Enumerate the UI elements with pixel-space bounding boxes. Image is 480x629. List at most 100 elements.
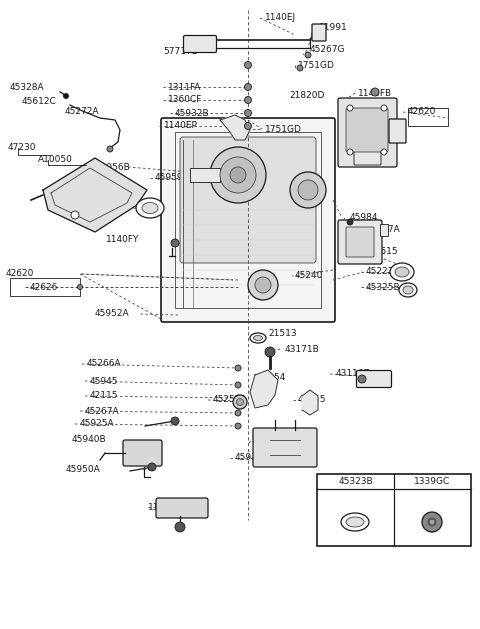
Text: 45959C: 45959C xyxy=(155,174,190,182)
Bar xyxy=(190,168,220,182)
Text: 45266A: 45266A xyxy=(87,360,121,369)
Ellipse shape xyxy=(399,283,417,297)
Circle shape xyxy=(244,96,252,104)
Text: 42115: 42115 xyxy=(90,391,119,401)
Circle shape xyxy=(347,149,353,155)
Circle shape xyxy=(71,211,79,219)
Text: 45945: 45945 xyxy=(90,377,119,386)
Text: 45956B: 45956B xyxy=(96,162,131,172)
Text: 1140EJ: 1140EJ xyxy=(265,13,296,23)
FancyBboxPatch shape xyxy=(357,370,392,387)
Circle shape xyxy=(381,149,387,155)
Text: 45612C: 45612C xyxy=(22,97,57,106)
Circle shape xyxy=(305,52,311,58)
Text: 45267A: 45267A xyxy=(85,406,120,416)
Circle shape xyxy=(171,239,179,247)
Circle shape xyxy=(298,180,318,200)
Circle shape xyxy=(148,463,156,471)
Text: 45272A: 45272A xyxy=(65,106,99,116)
Text: A10050: A10050 xyxy=(38,155,73,164)
Bar xyxy=(408,108,448,126)
Bar xyxy=(317,474,471,546)
Polygon shape xyxy=(220,115,250,140)
Circle shape xyxy=(232,175,238,181)
Ellipse shape xyxy=(341,513,369,531)
Circle shape xyxy=(248,270,278,300)
Circle shape xyxy=(235,382,241,388)
Text: 45940B: 45940B xyxy=(72,435,107,445)
FancyBboxPatch shape xyxy=(389,119,406,143)
Text: 1141AB: 1141AB xyxy=(148,503,183,511)
Text: 45952A: 45952A xyxy=(95,309,130,318)
Text: 42620: 42620 xyxy=(6,269,35,279)
Text: 42620: 42620 xyxy=(408,108,436,116)
Text: 45933B: 45933B xyxy=(254,438,289,447)
Polygon shape xyxy=(250,370,278,408)
Text: 1339GC: 1339GC xyxy=(414,477,451,486)
Ellipse shape xyxy=(346,517,364,527)
Text: 45950A: 45950A xyxy=(66,464,101,474)
Text: 21820D: 21820D xyxy=(289,91,324,99)
Ellipse shape xyxy=(395,267,409,277)
Text: 45222A: 45222A xyxy=(366,267,400,277)
FancyBboxPatch shape xyxy=(338,220,382,264)
Circle shape xyxy=(233,395,247,409)
Circle shape xyxy=(290,172,326,208)
FancyBboxPatch shape xyxy=(253,428,317,467)
Circle shape xyxy=(63,94,69,99)
Text: 1140EP: 1140EP xyxy=(164,121,198,130)
Circle shape xyxy=(237,399,243,406)
Circle shape xyxy=(220,157,256,193)
Text: 42621: 42621 xyxy=(365,104,394,113)
FancyBboxPatch shape xyxy=(180,137,316,263)
Circle shape xyxy=(371,88,379,96)
Text: 14615: 14615 xyxy=(370,247,398,257)
Circle shape xyxy=(347,219,353,225)
Text: 57717L: 57717L xyxy=(163,48,197,57)
Bar xyxy=(10,278,80,296)
Polygon shape xyxy=(302,390,318,415)
FancyBboxPatch shape xyxy=(346,227,374,257)
Circle shape xyxy=(427,517,437,527)
Circle shape xyxy=(210,147,266,203)
Circle shape xyxy=(255,277,271,293)
Text: 43116D: 43116D xyxy=(336,369,372,379)
Text: 45240: 45240 xyxy=(295,272,324,281)
Polygon shape xyxy=(43,158,147,232)
Circle shape xyxy=(358,375,366,383)
Circle shape xyxy=(171,417,179,425)
Bar xyxy=(380,224,388,236)
Circle shape xyxy=(235,423,241,429)
Circle shape xyxy=(230,167,246,183)
Text: 43171B: 43171B xyxy=(285,345,320,353)
Circle shape xyxy=(244,62,252,69)
Text: 42626: 42626 xyxy=(362,116,390,126)
FancyBboxPatch shape xyxy=(161,118,335,322)
Text: 45323B: 45323B xyxy=(338,477,373,486)
Text: 1140FY: 1140FY xyxy=(106,235,139,245)
Text: 45267G: 45267G xyxy=(310,45,346,55)
Circle shape xyxy=(244,123,252,130)
Ellipse shape xyxy=(403,286,413,294)
FancyBboxPatch shape xyxy=(346,108,388,152)
FancyBboxPatch shape xyxy=(312,24,326,41)
Text: 1311FA: 1311FA xyxy=(168,82,202,91)
Circle shape xyxy=(381,105,387,111)
Text: 45253A: 45253A xyxy=(213,396,248,404)
Circle shape xyxy=(244,84,252,91)
FancyBboxPatch shape xyxy=(354,147,381,165)
Ellipse shape xyxy=(142,203,158,213)
Text: 1140FB: 1140FB xyxy=(358,89,392,97)
Text: 91991: 91991 xyxy=(318,23,347,33)
Text: 42626: 42626 xyxy=(30,282,59,291)
Ellipse shape xyxy=(250,333,266,343)
Text: 45984: 45984 xyxy=(350,213,379,223)
Text: 45292: 45292 xyxy=(103,201,132,211)
Circle shape xyxy=(235,365,241,371)
Circle shape xyxy=(265,347,275,357)
Bar xyxy=(175,132,321,308)
FancyBboxPatch shape xyxy=(123,440,162,466)
Text: 45254: 45254 xyxy=(258,374,287,382)
Text: 1360CF: 1360CF xyxy=(168,96,203,104)
Text: 45932B: 45932B xyxy=(175,108,210,118)
